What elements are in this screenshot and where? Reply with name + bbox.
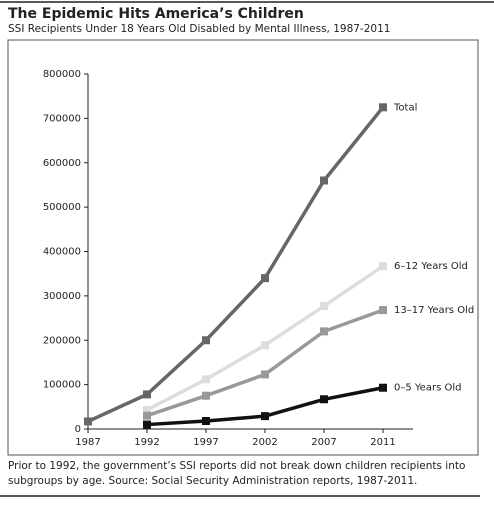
point: [261, 274, 269, 283]
point: [202, 417, 210, 426]
point: [320, 302, 328, 311]
y-tick-label: 0: [75, 424, 81, 435]
point: [320, 395, 328, 404]
x-tick-label: 2007: [311, 437, 336, 448]
series-label: 0–5 Years Old: [394, 383, 461, 394]
y-tick-label: 600000: [43, 158, 81, 169]
point: [202, 336, 210, 345]
series-line: [87, 106, 385, 424]
point: [261, 370, 269, 379]
y-tick-label: 100000: [43, 380, 81, 391]
x-tick-label: 2002: [252, 437, 277, 448]
x-tick-label: 1997: [193, 437, 218, 448]
series-line: [146, 264, 384, 412]
point: [202, 375, 210, 384]
point: [84, 417, 92, 426]
point: [379, 306, 387, 315]
series-label: Total: [393, 102, 417, 113]
series-label: 6–12 Years Old: [394, 261, 468, 272]
point: [143, 390, 151, 399]
chart-frame: [7, 39, 479, 456]
x-tick-label: 1987: [75, 437, 100, 448]
y-tick-label: 200000: [43, 335, 81, 346]
point: [320, 176, 328, 185]
y-tick-label: 500000: [43, 202, 81, 213]
footnote: Prior to 1992, the government’s SSI repo…: [8, 460, 466, 487]
y-tick-label: 700000: [43, 113, 81, 124]
point: [143, 411, 151, 420]
point: [379, 383, 387, 392]
x-tick-label: 1992: [134, 437, 159, 448]
point: [320, 327, 328, 336]
y-tick-label: 400000: [43, 247, 81, 258]
point: [143, 420, 151, 429]
point: [261, 341, 269, 350]
point: [379, 103, 387, 112]
point: [379, 262, 387, 271]
series-label: 13–17 Years Old: [394, 305, 474, 316]
point: [261, 412, 269, 421]
x-tick-label: 2011: [370, 437, 395, 448]
point: [202, 391, 210, 400]
point: [143, 405, 151, 414]
chart-title: The Epidemic Hits America’s Children: [8, 6, 304, 22]
y-tick-label: 300000: [43, 291, 81, 302]
chart-subtitle: SSI Recipients Under 18 Years Old Disabl…: [8, 23, 390, 35]
y-tick-label: 800000: [43, 69, 81, 80]
